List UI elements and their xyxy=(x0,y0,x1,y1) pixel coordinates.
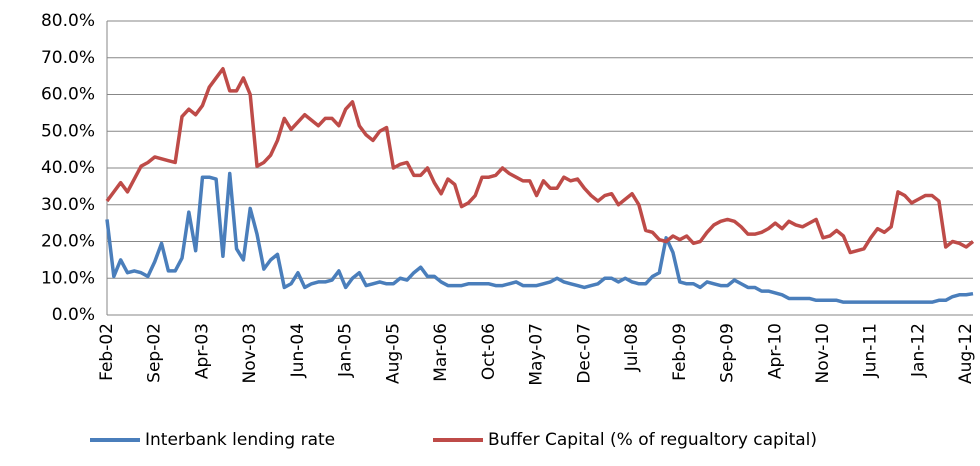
y-tick-label: 10.0% xyxy=(41,268,95,288)
x-tick-label: Jul-08 xyxy=(622,323,642,372)
x-tick-label: Nov-10 xyxy=(813,323,833,384)
x-tick-label: Sep-09 xyxy=(718,323,738,383)
y-tick-label: 40.0% xyxy=(41,158,95,178)
line-series xyxy=(105,67,975,255)
x-tick-label: Sep-02 xyxy=(145,323,165,383)
x-tick-label: Jun-11 xyxy=(861,323,881,378)
x-tick-label: Jan-05 xyxy=(336,323,356,378)
y-tick-label: 80.0% xyxy=(41,11,95,31)
x-tick-label: Feb-09 xyxy=(670,323,690,381)
x-tick-label: Apr-03 xyxy=(192,323,212,379)
line-series xyxy=(105,171,974,304)
x-tick-label: Dec-07 xyxy=(574,323,594,384)
x-tick-label: Apr-10 xyxy=(765,323,785,379)
x-tick-label: Feb-02 xyxy=(97,323,117,381)
y-tick-label: 70.0% xyxy=(41,48,95,68)
x-tick-label: Jun-04 xyxy=(288,323,308,378)
x-tick-label: Jan-12 xyxy=(908,323,928,378)
x-tick-label: Aug-05 xyxy=(383,323,403,384)
y-tick-label: 30.0% xyxy=(41,195,95,215)
y-tick-label: 0.0% xyxy=(52,305,95,325)
y-tick-label: 60.0% xyxy=(41,85,95,105)
y-tick-label: 20.0% xyxy=(41,232,95,252)
y-tick-label: 50.0% xyxy=(41,121,95,141)
x-tick-label: Nov-03 xyxy=(240,323,260,384)
x-tick-label: May-07 xyxy=(527,323,547,386)
x-tick-label: Oct-06 xyxy=(479,323,499,380)
legend-label: Buffer Capital (% of regualtory capital) xyxy=(488,430,817,450)
x-tick-label: Aug-12 xyxy=(956,323,976,384)
legend-label: Interbank lending rate xyxy=(145,430,335,450)
x-tick-label: Mar-06 xyxy=(431,323,451,382)
